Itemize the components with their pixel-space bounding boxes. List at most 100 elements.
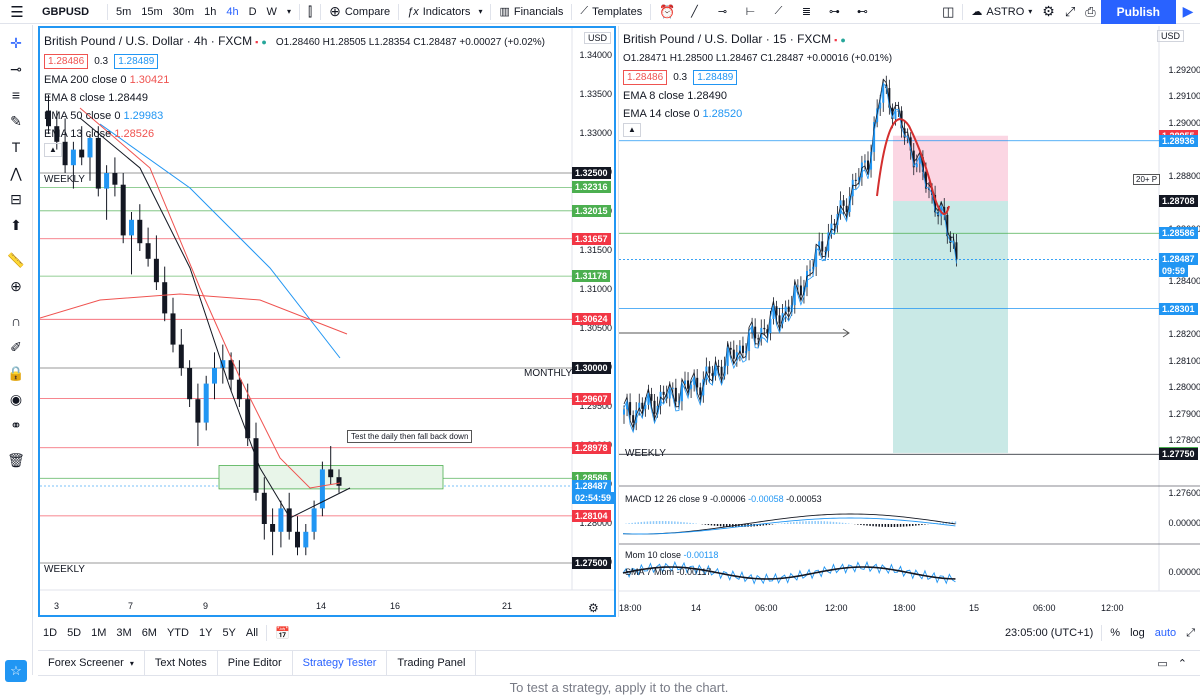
expand-panel-icon[interactable]: ⌃: [1177, 657, 1187, 670]
currency-label[interactable]: USD: [1157, 30, 1185, 42]
range-ytd[interactable]: YTD: [166, 627, 189, 639]
fib-tool-icon[interactable]: ≡: [11, 87, 21, 103]
ema-50-legend[interactable]: EMA 50 close 0 1.29983: [44, 107, 545, 125]
templates-button[interactable]: ⟋ Templates: [575, 0, 647, 24]
chart-15m[interactable]: British Pound / U.S. Dollar · 15 · FXCM …: [618, 26, 1200, 617]
horizontal-line-icon[interactable]: ⊢: [745, 6, 756, 18]
zoom-in-icon[interactable]: ⊕: [10, 278, 22, 294]
percent-toggle[interactable]: %: [1110, 627, 1121, 639]
interval-1h[interactable]: 1h: [204, 5, 217, 18]
tab-pine-editor[interactable]: Pine Editor: [218, 650, 293, 676]
tab-strategy-tester[interactable]: Strategy Tester: [293, 650, 388, 676]
tab-trading-panel[interactable]: Trading Panel: [387, 650, 477, 676]
sell-price[interactable]: 1.28486: [623, 70, 668, 85]
ema-14-legend[interactable]: EMA 14 close 0 1.28520: [623, 105, 892, 123]
fullscreen-icon[interactable]: ⤢: [1064, 3, 1076, 19]
range-6m[interactable]: 6M: [141, 627, 157, 639]
collapse-legend-button[interactable]: ▲: [44, 143, 62, 157]
stay-drawing-icon[interactable]: ✐: [10, 339, 22, 355]
auto-toggle[interactable]: auto: [1154, 627, 1177, 639]
minimize-panel-icon[interactable]: ▭: [1157, 657, 1168, 670]
candle-body: [918, 157, 921, 164]
range-5d[interactable]: 5D: [67, 627, 82, 639]
price-tick: 1.29000: [1168, 117, 1200, 128]
expand-icon[interactable]: ⤢: [1186, 626, 1195, 639]
link-icon[interactable]: ⚭: [10, 417, 22, 433]
publish-button[interactable]: Publish: [1100, 0, 1176, 24]
settings-icon[interactable]: ⚙: [1042, 3, 1055, 19]
chart-4h[interactable]: British Pound / U.S. Dollar · 4h · FXCM …: [38, 26, 616, 617]
eye-icon[interactable]: ▪: [255, 37, 259, 47]
currency-label[interactable]: USD: [584, 32, 612, 44]
log-toggle[interactable]: log: [1130, 627, 1145, 639]
annotation-note[interactable]: Test the daily then fall back down: [347, 430, 473, 443]
chart-15m-canvas[interactable]: [619, 26, 1200, 617]
interval-30m[interactable]: 30m: [172, 5, 195, 18]
chart-4h-title[interactable]: British Pound / U.S. Dollar · 4h · FXCM: [44, 34, 253, 48]
camera-icon[interactable]: ⎙: [1085, 3, 1096, 19]
trend-line-tool-icon[interactable]: ⊸: [10, 61, 22, 77]
ray-icon[interactable]: ⟋: [774, 5, 783, 17]
interval-dropdown-icon[interactable]: ▾: [286, 7, 291, 16]
buy-price[interactable]: 1.28489: [693, 70, 738, 85]
goto-date-icon[interactable]: 📅: [275, 626, 291, 640]
collapse-legend-button[interactable]: ▲: [623, 123, 641, 137]
ruler-icon[interactable]: 📏: [7, 252, 25, 268]
range-1y[interactable]: 1Y: [198, 627, 213, 639]
tab-forex-screener[interactable]: Forex Screener ▾: [38, 650, 145, 676]
sma-mom-legend[interactable]: SMA 7 Mom -0.00117: [625, 567, 711, 577]
trend-line-icon[interactable]: ╱: [691, 6, 698, 18]
range-5y[interactable]: 5Y: [222, 627, 236, 639]
more-objects-badge[interactable]: 20+ P: [1133, 174, 1161, 185]
chart-type-icon[interactable]: ⫿: [307, 3, 313, 19]
indicators-button[interactable]: ƒx Indicators ▾: [402, 0, 487, 24]
text-tool-icon[interactable]: T: [11, 139, 21, 155]
lock-icon[interactable]: 🔒: [7, 365, 25, 381]
range-1d[interactable]: 1D: [43, 627, 58, 639]
timezone-clock[interactable]: 23:05:00 (UTC+1): [1004, 627, 1094, 639]
fib-extension-icon[interactable]: ⊷: [856, 6, 868, 18]
range-3m[interactable]: 3M: [116, 627, 132, 639]
tab-text-notes[interactable]: Text Notes: [145, 650, 218, 676]
interval-5m[interactable]: 5m: [116, 5, 132, 18]
horizontal-ray-icon[interactable]: ⊸: [717, 6, 728, 18]
chart-settings-icon[interactable]: ⚙: [588, 601, 599, 615]
ema-8-legend[interactable]: EMA 8 close 1.28449: [44, 89, 545, 107]
interval-d[interactable]: D: [248, 5, 257, 18]
menu-icon[interactable]: ☰: [10, 3, 24, 21]
parallel-channel-icon[interactable]: ≣: [801, 6, 812, 18]
pattern-icon[interactable]: ⋀: [10, 165, 22, 181]
eye-icon[interactable]: ▪: [834, 35, 838, 45]
prediction-icon[interactable]: ⊟: [10, 191, 22, 207]
ema-13-legend[interactable]: EMA 13 close 1.28526: [44, 125, 545, 143]
interval-4h[interactable]: 4h: [226, 5, 239, 18]
ema-200-legend[interactable]: EMA 200 close 0 1.30421: [44, 71, 545, 89]
arrow-up-icon[interactable]: ⬆: [10, 217, 22, 233]
layout-icon[interactable]: ◫: [942, 3, 955, 19]
mom-legend[interactable]: Mom 10 close -0.00118: [625, 550, 718, 560]
range-1m[interactable]: 1M: [91, 627, 107, 639]
macd-legend[interactable]: MACD 12 26 close 9 -0.00006 -0.00058 -0.…: [625, 494, 822, 504]
chart-15m-title[interactable]: British Pound / U.S. Dollar · 15 · FXCM: [623, 32, 832, 46]
trash-icon[interactable]: 🗑: [7, 452, 25, 468]
sell-price[interactable]: 1.28486: [44, 54, 89, 69]
interval-15m[interactable]: 15m: [141, 5, 163, 18]
alert-icon[interactable]: ⏰: [659, 3, 676, 19]
favorites-star-icon[interactable]: ☆: [5, 660, 27, 682]
fib-retracement-icon[interactable]: ⊶: [828, 6, 840, 18]
buy-price[interactable]: 1.28489: [114, 54, 159, 69]
symbol-search[interactable]: GBPUSD: [42, 5, 90, 18]
range-all[interactable]: All: [245, 627, 259, 639]
astro-button[interactable]: ☁ ASTRO ▾: [966, 0, 1037, 24]
financials-button[interactable]: ▥ Financials: [494, 0, 568, 24]
crosshair-icon[interactable]: ✛: [10, 35, 22, 51]
brush-icon[interactable]: ✎: [10, 113, 22, 129]
ema-8-legend[interactable]: EMA 8 close 1.28490: [623, 87, 892, 105]
chart-4h-canvas[interactable]: [40, 28, 614, 615]
interval-w[interactable]: W: [266, 5, 277, 18]
magnet-icon[interactable]: ∩: [10, 313, 22, 329]
chart-15m-legend: British Pound / U.S. Dollar · 15 · FXCM …: [623, 30, 892, 137]
eye-icon[interactable]: ◉: [9, 391, 23, 407]
compare-button[interactable]: ⊕ Compare: [324, 0, 395, 24]
play-icon[interactable]: ▶: [1182, 3, 1194, 19]
